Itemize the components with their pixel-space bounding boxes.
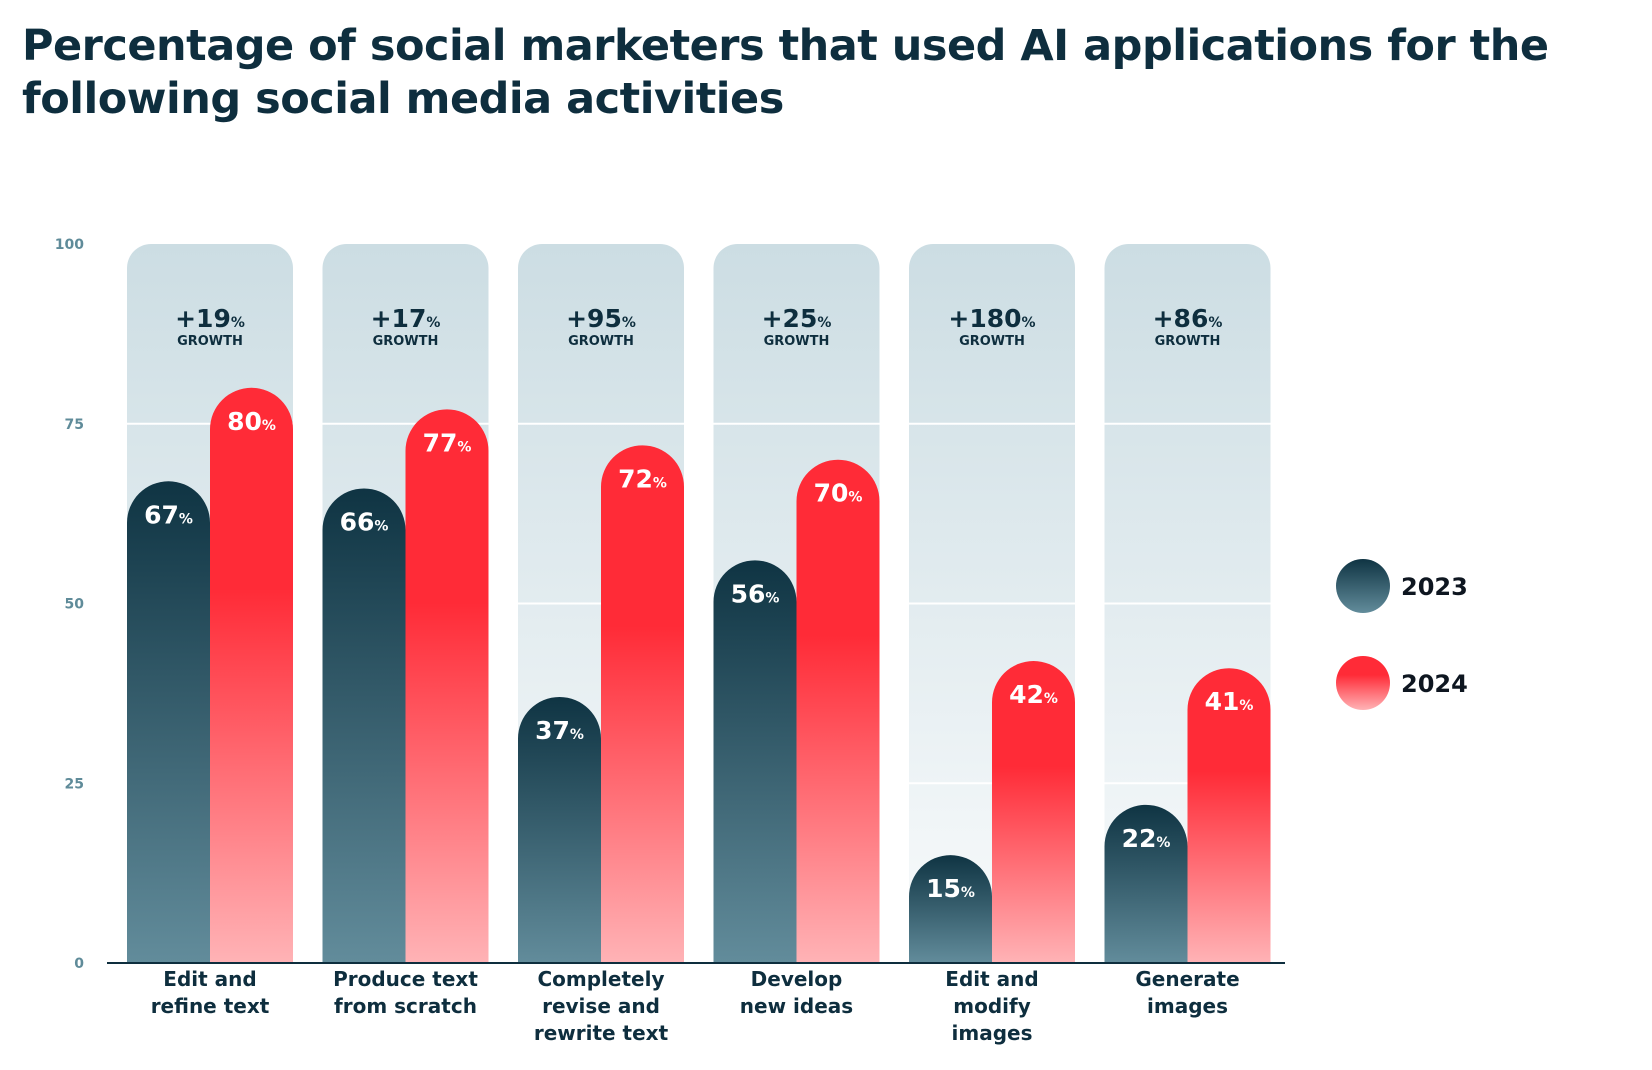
category-label: Edit and modify images [945,967,1038,1045]
growth-value: +95% [566,304,636,333]
bar-2024 [601,445,684,963]
legend-label: 2024 [1401,670,1468,698]
bar-2024 [796,459,880,963]
growth-annotations: +19%GROWTH+17%GROWTH+95%GROWTH+25%GROWTH… [175,304,1222,349]
growth-value: +17% [371,304,441,333]
bars [127,387,1271,963]
bar-2023 [713,560,797,963]
data-label: 80% [227,407,276,436]
growth-value: +25% [762,304,832,333]
column-backgrounds [127,244,1271,963]
bar-2023 [909,855,992,963]
growth-label: GROWTH [764,334,830,349]
y-axis-ticks: 0 25 50 75 100 [55,237,84,972]
gridlines [127,422,1271,785]
bar-2024 [210,387,293,963]
y-tick-label: 50 [65,597,85,613]
category-label: Generate images [1135,967,1239,1018]
growth-label: GROWTH [568,334,634,349]
category-label: Completely revise and rewrite text [534,967,669,1045]
legend: 2023 2024 [1336,559,1468,710]
bar-2024 [405,409,489,963]
y-tick-label: 0 [74,956,84,972]
growth-label: GROWTH [959,334,1025,349]
growth-label: GROWTH [1155,334,1221,349]
bar-2023 [518,696,601,963]
bar-2024 [1187,668,1271,963]
bar-2023 [1104,804,1188,963]
chart-title: Percentage of social marketers that used… [22,21,1549,124]
data-label: 37% [535,716,584,745]
legend-swatch [1336,559,1390,613]
category-label: Edit and refine text [151,967,270,1018]
bar-2024 [992,661,1075,963]
data-labels: 67%80%66%77%37%72%56%70%15%42%22%41% [144,407,1253,903]
category-labels: Edit and refine text Produce text from scra… [151,967,1240,1045]
bar-2023 [127,481,210,963]
category-label: Produce text from scratch [333,967,478,1018]
y-tick-label: 25 [65,776,84,792]
legend-swatch [1336,656,1390,710]
y-tick-label: 100 [55,237,84,253]
growth-label: GROWTH [177,334,243,349]
growth-value: +180% [948,304,1035,333]
growth-label: GROWTH [373,334,439,349]
y-tick-label: 75 [65,417,84,433]
bar-2023 [322,488,406,963]
category-label: Develop new ideas [740,967,853,1018]
legend-label: 2023 [1401,573,1468,601]
